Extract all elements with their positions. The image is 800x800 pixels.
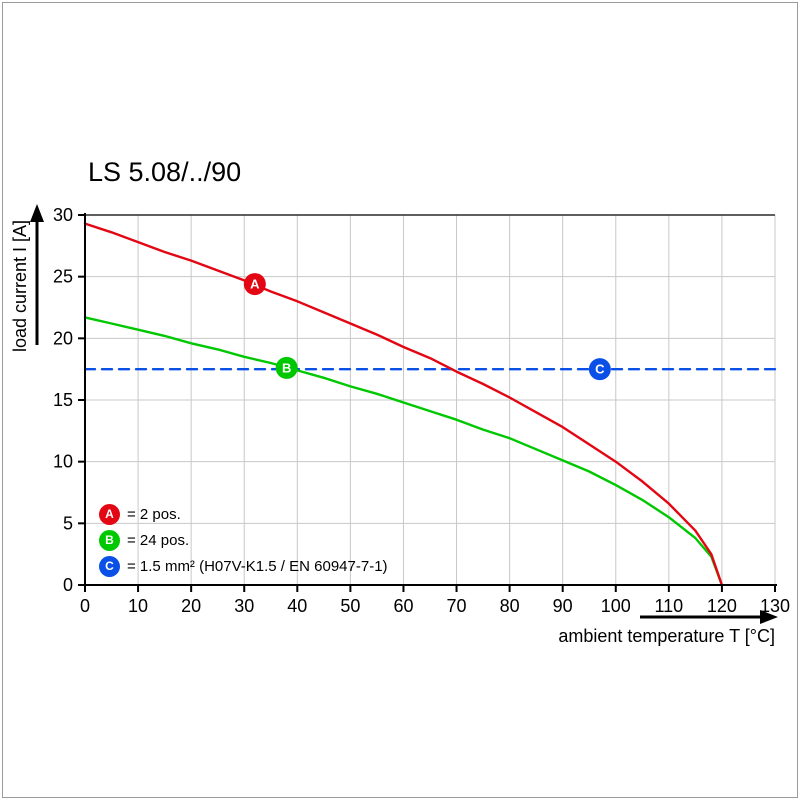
- x-tick-label: 70: [447, 596, 467, 616]
- legend: A = 2 pos. B = 24 pos. C = 1.5 mm² (H07V…: [99, 501, 388, 579]
- legend-marker-a: A: [99, 503, 120, 525]
- x-tick-label: 130: [760, 596, 790, 616]
- y-tick-label: 5: [63, 513, 73, 533]
- curve-marker-a-letter: A: [250, 277, 260, 292]
- x-tick-label: 20: [181, 596, 201, 616]
- legend-item-a: A = 2 pos.: [99, 501, 388, 527]
- legend-marker-c-letter: C: [105, 559, 114, 573]
- curve-marker-c-letter: C: [595, 362, 605, 377]
- legend-item-b: B = 24 pos.: [99, 527, 388, 553]
- legend-marker-c: C: [99, 555, 120, 577]
- x-tick-label: 110: [654, 596, 683, 616]
- y-axis-arrowhead-icon: [30, 204, 44, 222]
- curve-marker-c: [588, 358, 611, 381]
- x-tick-label: 60: [393, 596, 413, 616]
- x-tick-label: 90: [553, 596, 573, 616]
- y-tick-label: 10: [53, 452, 73, 472]
- curve-marker-b-letter: B: [282, 360, 291, 375]
- legend-marker-b: B: [99, 529, 120, 551]
- y-tick-label: 0: [63, 575, 73, 595]
- legend-marker-a-letter: A: [105, 507, 114, 521]
- x-tick-label: 30: [234, 596, 254, 616]
- legend-label-b: = 24 pos.: [127, 531, 190, 549]
- curve-marker-b: [275, 356, 298, 379]
- legend-marker-b-letter: B: [105, 533, 114, 547]
- x-tick-label: 100: [601, 596, 631, 616]
- y-tick-label: 20: [53, 328, 73, 348]
- legend-label-c: = 1.5 mm² (H07V-K1.5 / EN 60947-7-1): [127, 557, 388, 575]
- series-a-curve: [83, 222, 724, 587]
- legend-item-c: C = 1.5 mm² (H07V-K1.5 / EN 60947-7-1): [99, 553, 388, 579]
- x-tick-label: 80: [500, 596, 520, 616]
- x-tick-label: 10: [128, 596, 148, 616]
- x-axis-arrowhead-icon: [760, 610, 778, 624]
- x-tick-label: 0: [80, 596, 90, 616]
- curve-marker-a: [243, 273, 266, 296]
- series-b-curve: [83, 316, 724, 587]
- legend-label-a: = 2 pos.: [127, 505, 181, 523]
- chart-title: LS 5.08/../90: [88, 157, 242, 187]
- y-tick-label: 15: [53, 390, 73, 410]
- y-axis-label: load current I [A]: [10, 219, 30, 353]
- x-tick-label: 40: [287, 596, 307, 616]
- x-axis-label: ambient temperature T [°C]: [558, 626, 775, 646]
- y-tick-label: 25: [53, 267, 73, 287]
- x-tick-label: 50: [340, 596, 360, 616]
- x-tick-label: 120: [707, 596, 737, 616]
- y-tick-label: 30: [53, 205, 73, 225]
